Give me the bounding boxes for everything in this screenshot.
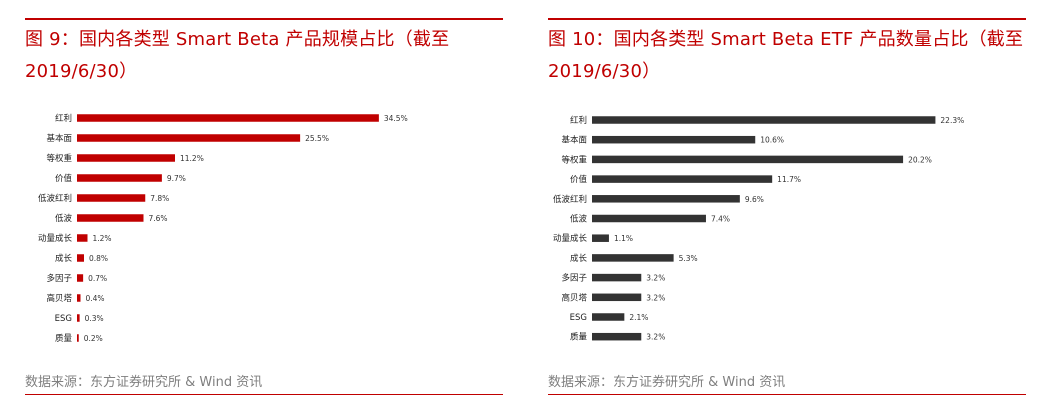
category-label: 价值 <box>55 173 73 184</box>
bar-chart-scale: 红利 34.5% 基本面 25.5% 等权重 11.2% 价值 9.7% 低波红利 7.8% 低波 7… <box>25 96 505 356</box>
bottom-rule <box>25 394 503 395</box>
data-label: 9.6% <box>745 195 764 204</box>
bar-chart-svg: 红利 22.3% 基本面 10.6% 等权重 20.2% 价值 11.7% 低波红利 9.6% 低波… <box>553 115 964 343</box>
bar <box>592 273 642 282</box>
bar <box>77 314 80 322</box>
top-rule <box>548 18 1026 20</box>
chart-title-line1: 图 9：国内各类型 Smart Beta 产品规模占比（截至 <box>25 29 450 50</box>
category-label: 红利 <box>55 113 72 124</box>
category-label: 高贝塔 <box>46 293 72 304</box>
category-label: 基本面 <box>561 135 587 146</box>
bar <box>77 334 79 342</box>
bar <box>592 313 625 321</box>
category-label: 成长 <box>55 253 73 264</box>
data-label: 11.2% <box>180 154 204 163</box>
category-label: 低波 <box>570 214 588 225</box>
bar <box>77 154 175 162</box>
bar <box>77 234 88 242</box>
category-label: 动量成长 <box>38 233 73 244</box>
bar <box>77 294 81 302</box>
category-label: 红利 <box>570 115 587 126</box>
data-label: 5.3% <box>679 254 698 263</box>
category-label: 成长 <box>570 253 588 264</box>
chart-title-line2: 2019/6/30） <box>548 61 661 82</box>
bar <box>592 155 904 164</box>
bar <box>77 194 146 202</box>
bar <box>77 214 144 222</box>
data-label: 7.6% <box>149 214 168 223</box>
category-label: 等权重 <box>561 154 587 165</box>
data-label: 7.4% <box>711 215 730 224</box>
category-label: 多因子 <box>561 273 587 284</box>
bar <box>77 274 84 282</box>
data-label: 0.2% <box>84 334 103 343</box>
category-label: 动量成长 <box>553 233 588 244</box>
bar <box>77 254 84 262</box>
category-label: 基本面 <box>46 133 72 144</box>
bar-chart-count: 红利 22.3% 基本面 10.6% 等权重 20.2% 价值 11.7% 低波红利 9.6% 低波… <box>548 96 1028 356</box>
data-label: 3.2% <box>646 333 665 342</box>
chart-panel-count: 图 10：国内各类型 Smart Beta ETF 产品数量占比（截至 2019… <box>548 0 1028 414</box>
category-label: ESG <box>55 314 72 324</box>
category-label: 低波红利 <box>38 193 72 204</box>
source-note: 数据来源：东方证券研究所 & Wind 资讯 <box>548 375 786 390</box>
category-label: 低波红利 <box>553 194 587 205</box>
bar <box>77 134 301 142</box>
bar <box>592 116 936 124</box>
bottom-rule <box>548 394 1026 395</box>
bar <box>592 332 642 341</box>
data-label: 22.3% <box>940 116 964 125</box>
data-label: 10.6% <box>760 136 784 145</box>
bar <box>592 293 642 302</box>
chart-title-line1: 图 10：国内各类型 Smart Beta ETF 产品数量占比（截至 <box>548 29 1024 50</box>
category-label: 质量 <box>55 333 73 344</box>
data-label: 20.2% <box>908 155 932 164</box>
data-label: 3.2% <box>646 293 665 302</box>
chart-panel-scale: 图 9：国内各类型 Smart Beta 产品规模占比（截至 2019/6/30… <box>25 0 505 414</box>
bar <box>592 254 674 262</box>
category-label: 高贝塔 <box>561 292 587 303</box>
chart-title: 图 9：国内各类型 Smart Beta 产品规模占比（截至 2019/6/30… <box>25 24 503 88</box>
data-label: 9.7% <box>167 174 186 183</box>
category-label: ESG <box>570 313 587 323</box>
data-label: 3.2% <box>646 274 665 283</box>
data-label: 0.8% <box>89 254 108 263</box>
category-label: 等权重 <box>46 153 72 164</box>
chart-title-line2: 2019/6/30） <box>25 61 138 82</box>
data-label: 7.8% <box>150 194 169 203</box>
data-label: 34.5% <box>384 114 408 123</box>
top-rule <box>25 18 503 20</box>
category-label: 价值 <box>570 174 588 185</box>
data-label: 0.3% <box>85 314 104 323</box>
bar <box>592 175 773 183</box>
category-label: 低波 <box>55 213 73 224</box>
bar <box>77 114 379 122</box>
bar <box>592 234 609 242</box>
bar <box>592 135 756 144</box>
chart-title: 图 10：国内各类型 Smart Beta ETF 产品数量占比（截至 2019… <box>548 24 1026 88</box>
data-label: 2.1% <box>629 313 648 322</box>
data-label: 11.7% <box>777 175 801 184</box>
bar <box>77 174 162 182</box>
data-label: 0.4% <box>86 294 105 303</box>
bar <box>592 195 740 203</box>
category-label: 质量 <box>570 332 588 343</box>
bar <box>592 214 706 223</box>
category-label: 多因子 <box>46 273 72 284</box>
bar-chart-svg: 红利 34.5% 基本面 25.5% 等权重 11.2% 价值 9.7% 低波红利 7.8% 低波 7… <box>38 113 408 344</box>
data-label: 1.1% <box>614 234 633 243</box>
data-label: 1.2% <box>93 234 112 243</box>
data-label: 25.5% <box>305 134 329 143</box>
data-label: 0.7% <box>88 274 107 283</box>
source-note: 数据来源：东方证券研究所 & Wind 资讯 <box>25 375 263 390</box>
